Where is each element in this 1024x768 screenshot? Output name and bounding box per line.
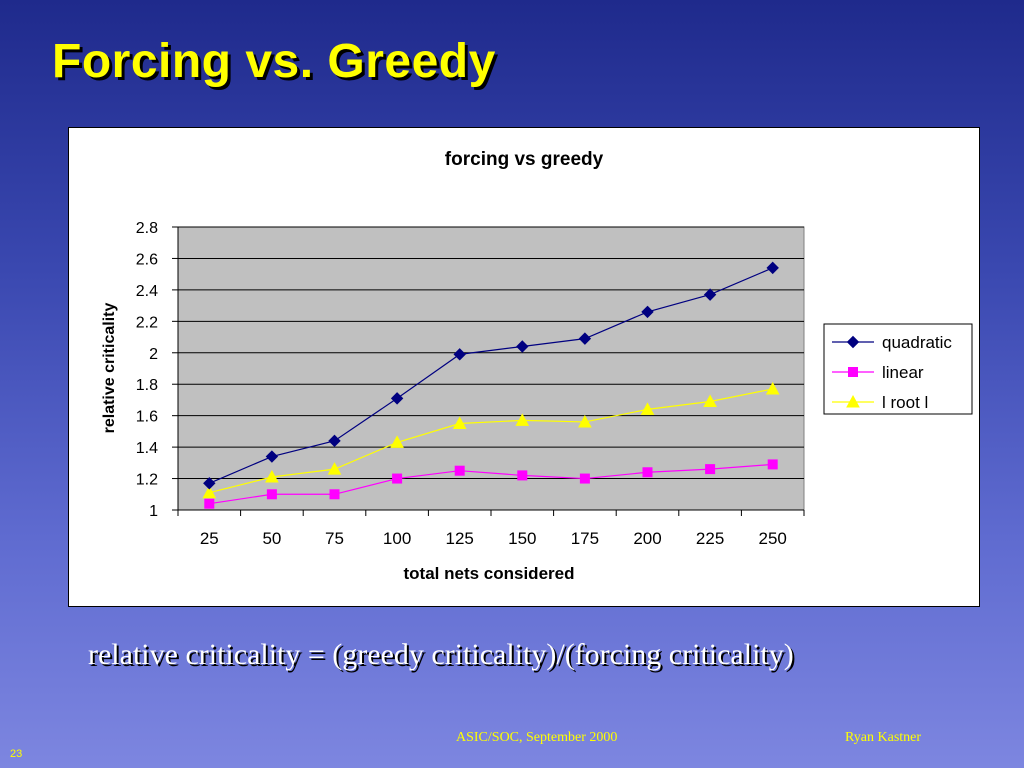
y-tick-label: 2.8 xyxy=(136,220,158,237)
data-point-quadratic xyxy=(766,261,779,275)
legend-label: linear xyxy=(882,363,924,382)
data-point-linear xyxy=(454,465,465,476)
x-tick-label: 250 xyxy=(759,529,787,548)
y-tick-label: 1.4 xyxy=(136,440,158,457)
data-point-quadratic xyxy=(265,450,279,463)
slide-title: Forcing vs. Greedy xyxy=(52,35,496,88)
data-point-l-root-l xyxy=(640,402,655,415)
data-point-linear xyxy=(266,489,277,500)
x-tick-label: 125 xyxy=(446,529,474,548)
data-point-quadratic xyxy=(453,348,466,361)
data-point-linear xyxy=(705,464,716,475)
formula-text: relative criticality = (greedy criticali… xyxy=(88,638,794,671)
y-tick-label: 1.8 xyxy=(136,377,158,394)
data-point-linear xyxy=(517,470,528,481)
data-point-l-root-l xyxy=(703,394,717,408)
x-tick-label: 200 xyxy=(633,529,661,548)
data-point-l-root-l xyxy=(202,485,217,499)
slide-number: 23 xyxy=(10,748,23,760)
chart-title: forcing vs greedy xyxy=(445,149,604,170)
data-point-l-root-l xyxy=(765,381,780,395)
plot-background xyxy=(177,226,805,511)
y-tick-label: 2.4 xyxy=(136,283,158,300)
footer-conference: ASIC/SOC, September 2000 xyxy=(456,730,618,745)
x-tick-label: 50 xyxy=(262,529,281,548)
chart-container: forcing vs greedy total nets considered … xyxy=(68,127,980,607)
data-point-linear xyxy=(204,498,215,509)
data-point-l-root-l xyxy=(390,435,404,448)
footer-author: Ryan Kastner xyxy=(845,730,922,745)
legend-label: l root l xyxy=(882,393,928,412)
data-point-l-root-l xyxy=(515,413,530,426)
legend-marker xyxy=(846,335,860,349)
y-tick-label: 1 xyxy=(149,503,158,520)
data-point-quadratic xyxy=(703,288,717,301)
data-point-linear xyxy=(579,473,590,484)
data-point-linear xyxy=(642,467,653,478)
y-tick-label: 2.6 xyxy=(136,251,158,268)
x-tick-label: 150 xyxy=(508,529,536,548)
data-point-quadratic xyxy=(578,332,592,345)
y-tick-label: 1.6 xyxy=(136,409,158,426)
x-tick-label: 175 xyxy=(571,529,599,548)
x-tick-label: 75 xyxy=(325,529,344,548)
data-point-l-root-l xyxy=(452,416,467,430)
x-tick-label: 100 xyxy=(383,529,411,548)
line-chart: forcing vs greedy total nets considered … xyxy=(101,149,973,583)
plot-area: 1 1.2 1.4 1.6 1.8 2 2.2 2.4 2.6 2.8 25 50 75 100 125 15… xyxy=(136,220,805,548)
data-point-l-root-l xyxy=(265,469,279,483)
legend-marker xyxy=(848,367,858,377)
legend-marker xyxy=(846,394,860,408)
chart-legend: quadratic linear l root l xyxy=(823,323,973,415)
data-point-linear xyxy=(329,489,340,500)
x-tick-label: 25 xyxy=(200,529,219,548)
y-tick-label: 2 xyxy=(149,346,158,363)
x-tick-label: 225 xyxy=(696,529,724,548)
data-point-linear xyxy=(767,459,778,470)
data-point-quadratic xyxy=(328,434,341,448)
y-axis-label: relative criticality xyxy=(101,303,118,434)
y-tick-label: 1.2 xyxy=(136,472,158,489)
legend-label: quadratic xyxy=(882,333,952,352)
data-point-l-root-l xyxy=(327,462,342,475)
data-point-quadratic xyxy=(390,392,404,405)
series-line-l-root-l xyxy=(209,388,773,494)
x-axis-label: total nets considered xyxy=(404,564,575,583)
series-line-quadratic xyxy=(209,267,773,484)
data-point-linear xyxy=(392,473,403,484)
y-tick-label: 2.2 xyxy=(136,314,158,331)
data-point-quadratic xyxy=(203,477,216,490)
data-point-l-root-l xyxy=(578,414,592,428)
data-point-quadratic xyxy=(516,340,529,353)
data-point-quadratic xyxy=(641,305,654,319)
series-line-linear xyxy=(209,463,773,505)
